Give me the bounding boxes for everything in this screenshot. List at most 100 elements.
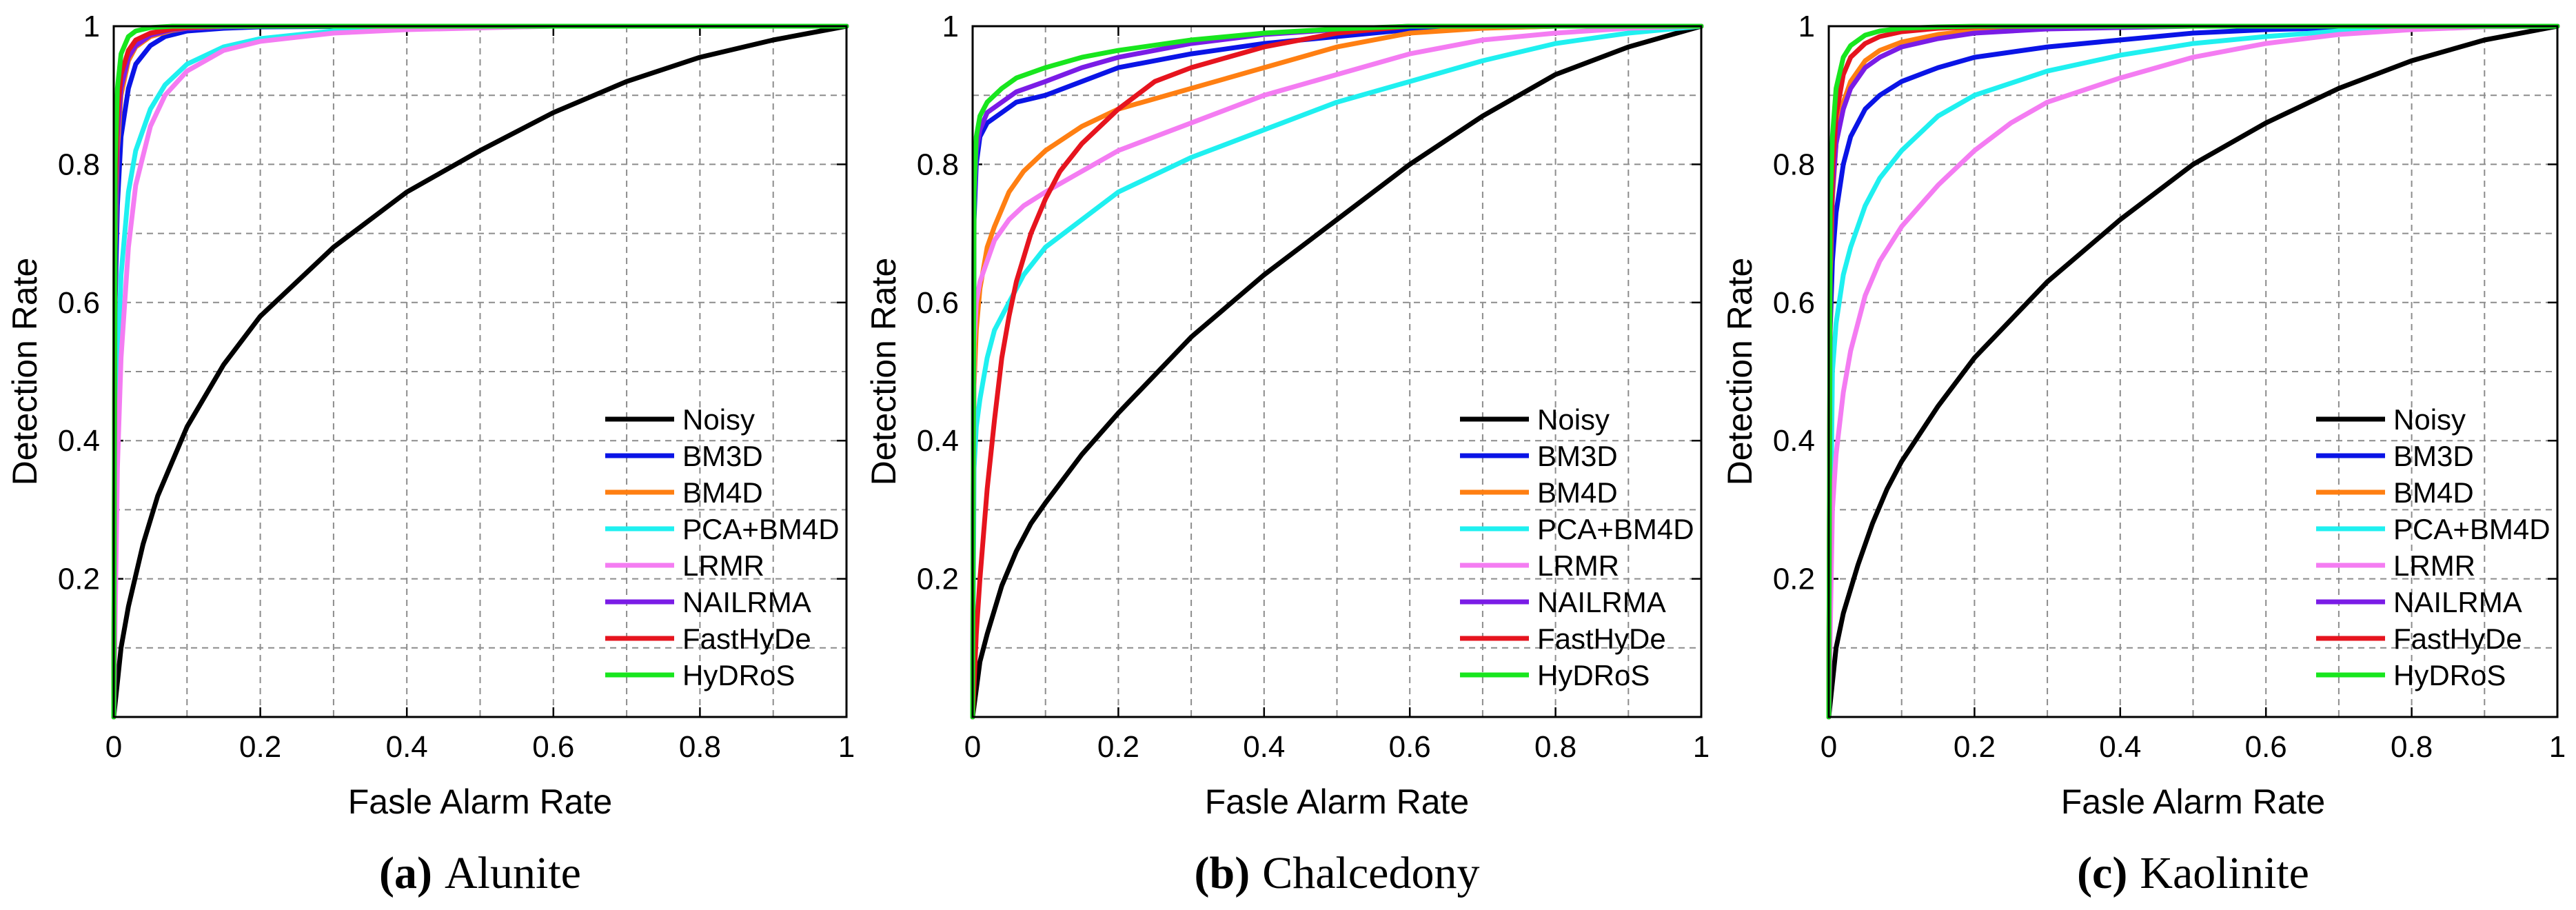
- legend-item: HyDRoS: [605, 659, 795, 691]
- x-tick-label: 0: [1821, 730, 1837, 764]
- series-line-noisy: [1826, 23, 2560, 720]
- y-tick-label: 0.2: [1773, 563, 1815, 596]
- y-tick-label: 0.8: [58, 148, 100, 181]
- y-tick-label: 0.6: [917, 286, 959, 320]
- legend-item: FastHyDe: [2316, 623, 2522, 655]
- caption-name: Alunite: [445, 848, 581, 898]
- series-line-bm3d: [1826, 23, 2560, 720]
- series-line-pca-bm4d: [970, 23, 1704, 720]
- legend-item: HyDRoS: [1460, 659, 1650, 691]
- panel-caption: (c) Kaolinite: [2077, 848, 2309, 898]
- caption-name: Chalcedony: [1262, 848, 1479, 898]
- y-tick-label: 1: [83, 10, 100, 43]
- y-tick-label: 1: [942, 10, 959, 43]
- legend-item: PCA+BM4D: [2316, 513, 2550, 545]
- caption-letter: (a): [379, 848, 432, 898]
- chart-panel-alunite: 0 0.2 0.4 0.6 0.8 1 0.2 0.4 0.6 0.8 1 Fasle Alarm R…: [6, 10, 855, 898]
- legend-label: HyDRoS: [1537, 659, 1650, 691]
- legend-label: BM4D: [682, 476, 763, 509]
- caption-letter: (c): [2077, 848, 2127, 898]
- legend-label: NAILRMA: [2393, 586, 2522, 618]
- series-line-lrmr: [111, 23, 849, 720]
- x-tick-label: 1: [1693, 730, 1710, 764]
- x-tick-label: 0.8: [1534, 730, 1576, 764]
- legend-item: LRMR: [1460, 549, 1619, 582]
- legend-label: BM3D: [2393, 440, 2474, 472]
- x-tick-label: 0: [105, 730, 122, 764]
- legend-item: PCA+BM4D: [605, 513, 840, 545]
- x-tick-label: 0.4: [2099, 730, 2141, 764]
- x-tick-label: 0.2: [239, 730, 281, 764]
- legend: Noisy BM3D BM4D PCA+BM4D LRMR NAILRMA FastHyDe…: [605, 403, 840, 691]
- legend-label: BM3D: [682, 440, 763, 472]
- series-line-pca-bm4d: [1826, 23, 2560, 720]
- legend-label: Noisy: [2393, 403, 2466, 436]
- legend-item: FastHyDe: [1460, 623, 1666, 655]
- axes-frame: [971, 25, 1703, 718]
- legend-label: FastHyDe: [1537, 623, 1666, 655]
- x-tick-label: 0.4: [1243, 730, 1285, 764]
- y-axis-label: Detection Rate: [1721, 258, 1759, 486]
- y-tick-label: 0.8: [917, 148, 959, 181]
- panel-caption: (a) Alunite: [379, 848, 581, 898]
- chart-panel-kaolinite: 0 0.2 0.4 0.6 0.8 1 0.2 0.4 0.6 0.8 1 Fasle Alarm R…: [1721, 10, 2566, 898]
- series-line-noisy: [111, 23, 849, 720]
- caption-name: Kaolinite: [2140, 848, 2309, 898]
- series-line-hydros: [970, 23, 1704, 720]
- chart-panel-chalcedony: 0 0.2 0.4 0.6 0.8 1 0.2 0.4 0.6 0.8 1 Fasle Alarm R…: [864, 10, 1710, 898]
- x-axis-label: Fasle Alarm Rate: [348, 782, 612, 821]
- legend-item: BM3D: [1460, 440, 1618, 472]
- legend-item: LRMR: [2316, 549, 2475, 582]
- x-tick-label: 0.8: [679, 730, 721, 764]
- legend-label: LRMR: [2393, 549, 2475, 582]
- grid: [114, 26, 846, 717]
- series-line-lrmr: [970, 23, 1704, 720]
- x-tick-label: 0.4: [386, 730, 428, 764]
- series-line-fasthyde: [970, 23, 1704, 720]
- y-tick-label: 0.8: [1773, 148, 1815, 181]
- axes-frame: [112, 25, 848, 718]
- x-tick-label: 0.6: [2245, 730, 2287, 764]
- legend-item: NAILRMA: [1460, 586, 1666, 618]
- y-axis-label: Detection Rate: [864, 258, 903, 486]
- legend-item: BM3D: [2316, 440, 2474, 472]
- y-tick-label: 0.2: [58, 563, 100, 596]
- legend-item: LRMR: [605, 549, 764, 582]
- legend-label: BM4D: [2393, 476, 2474, 509]
- legend-item: PCA+BM4D: [1460, 513, 1694, 545]
- y-tick-label: 0.6: [1773, 286, 1815, 320]
- x-tick-label: 0.6: [532, 730, 574, 764]
- panel-caption: (b) Chalcedony: [1195, 848, 1480, 898]
- y-tick-label: 0.4: [917, 424, 959, 458]
- legend-label: LRMR: [1537, 549, 1619, 582]
- series-line-lrmr: [1826, 23, 2560, 720]
- legend-item: Noisy: [2316, 403, 2466, 436]
- x-tick-label: 0.2: [1954, 730, 1996, 764]
- x-tick-label: 1: [838, 730, 855, 764]
- legend-label: Noisy: [1537, 403, 1610, 436]
- legend: Noisy BM3D BM4D PCA+BM4D LRMR NAILRMA FastHyDe…: [1460, 403, 1694, 691]
- legend-label: BM3D: [1537, 440, 1618, 472]
- legend: Noisy BM3D BM4D PCA+BM4D LRMR NAILRMA FastHyDe…: [2316, 403, 2550, 691]
- x-tick-label: 0.8: [2391, 730, 2433, 764]
- legend-label: PCA+BM4D: [2393, 513, 2550, 545]
- legend-item: HyDRoS: [2316, 659, 2506, 691]
- legend-item: NAILRMA: [605, 586, 811, 618]
- y-tick-label: 1: [1798, 10, 1815, 43]
- legend-label: LRMR: [682, 549, 764, 582]
- legend-item: BM4D: [605, 476, 763, 509]
- x-axis-label: Fasle Alarm Rate: [1205, 782, 1469, 821]
- legend-label: FastHyDe: [682, 623, 811, 655]
- legend-label: FastHyDe: [2393, 623, 2522, 655]
- x-tick-label: 0.2: [1097, 730, 1139, 764]
- legend-label: NAILRMA: [682, 586, 811, 618]
- legend-label: NAILRMA: [1537, 586, 1666, 618]
- legend-label: BM4D: [1537, 476, 1618, 509]
- legend-item: BM4D: [2316, 476, 2474, 509]
- x-axis-label: Fasle Alarm Rate: [2061, 782, 2325, 821]
- x-tick-label: 0.6: [1389, 730, 1431, 764]
- legend-item: BM4D: [1460, 476, 1618, 509]
- x-tick-label: 1: [2549, 730, 2566, 764]
- axes-frame: [1827, 25, 2559, 718]
